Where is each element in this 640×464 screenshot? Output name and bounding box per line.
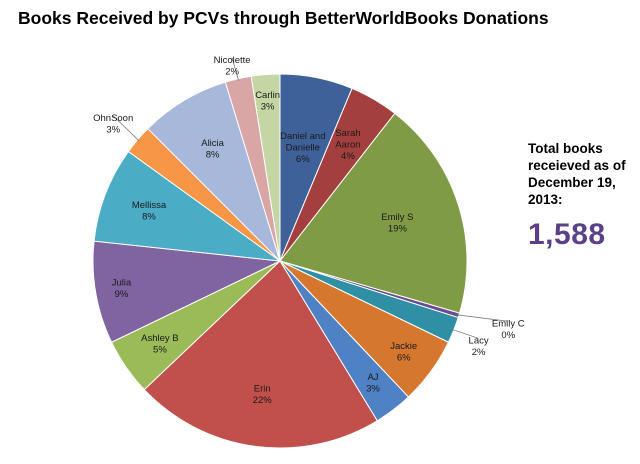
chart-title: Books Received by PCVs through BetterWor…	[18, 8, 549, 28]
slice-label-emily-c: Emily C 0%	[492, 319, 525, 342]
slice-percent-carlin: 3%	[261, 101, 275, 112]
slice-julia	[92, 240, 282, 343]
slice-name-daniel-and-danielle: Danielle	[286, 142, 320, 153]
slice-label-erin: Erin 22%	[253, 384, 273, 407]
slice-percent-alicia: 8%	[206, 150, 220, 161]
slice-label-lacy: Lacy 2%	[469, 336, 489, 359]
slice-name-mellissa: Mellissa	[132, 200, 167, 211]
total-books-note: Total books receieved as of December 19,…	[528, 141, 626, 207]
slice-percent-daniel-and-danielle: 6%	[296, 154, 310, 165]
slice-percent-aj: 3%	[366, 384, 380, 395]
slice-name-ohnsoon: OhnSoon	[93, 113, 133, 124]
slice-name-carlin: Carlin	[255, 90, 280, 101]
slice-emily-s	[279, 112, 468, 314]
total-books-value: 1,588	[528, 218, 606, 251]
leader-line-emily-c	[457, 314, 509, 322]
slice-name-sarah-aaron: Aaron	[335, 140, 360, 151]
slice-percent-mellissa: 8%	[142, 212, 156, 223]
slice-name-julia: Julia	[112, 278, 132, 289]
leader-line-ohnsoon	[112, 115, 140, 142]
slice-mellissa	[93, 150, 282, 262]
slice-carlin	[250, 73, 281, 262]
slice-percent-sarah-aaron: 4%	[341, 151, 355, 162]
slice-percent-jackie: 6%	[397, 352, 411, 363]
slice-percent-nicolette: 2%	[225, 66, 239, 77]
slice-percent-julia: 9%	[115, 289, 129, 300]
slice-label-emily-s: Emily S 19%	[381, 212, 413, 235]
slice-label-alicia: Alicia 8%	[201, 138, 224, 161]
slice-erin	[143, 260, 378, 449]
slice-percent-erin: 22%	[253, 395, 273, 406]
slice-percent-ohnsoon: 3%	[106, 125, 120, 136]
slice-name-jackie: Jackie	[390, 341, 417, 352]
slice-percent-lacy: 2%	[472, 347, 486, 358]
slice-label-carlin: Carlin 3%	[255, 90, 280, 113]
slice-name-lacy: Lacy	[469, 336, 489, 347]
slice-label-jackie: Jackie 6%	[390, 341, 417, 364]
slice-label-nicolette: Nicolette 2%	[214, 55, 251, 78]
slice-name-ashley-b: Ashley B	[141, 333, 179, 344]
slice-label-sarah-aaron: Sarah Aaron 4%	[335, 128, 360, 162]
slice-label-daniel-and-danielle: Daniel and Danielle 6%	[280, 131, 325, 165]
slice-name-nicolette: Nicolette	[214, 55, 251, 66]
slice-label-julia: Julia 9%	[112, 278, 132, 301]
slice-alicia	[147, 81, 281, 262]
slice-name-emily-c: Emily C	[492, 319, 525, 330]
slice-label-mellissa: Mellissa 8%	[132, 200, 167, 223]
slice-name-emily-s: Emily S	[381, 212, 413, 223]
leader-lines	[112, 57, 509, 339]
slice-label-ashley-b: Ashley B 5%	[141, 333, 179, 356]
slice-label-aj: AJ 3%	[366, 372, 380, 395]
slice-name-daniel-and-danielle: Daniel and	[280, 131, 325, 142]
slice-name-erin: Erin	[254, 384, 271, 395]
slice-name-sarah-aaron: Sarah	[335, 128, 360, 139]
pie-slices	[92, 73, 468, 449]
slice-percent-emily-s: 19%	[388, 224, 408, 235]
slice-percent-emily-c: 0%	[501, 330, 515, 341]
slice-name-aj: AJ	[367, 372, 378, 383]
leader-line-lacy	[451, 329, 479, 339]
slice-percent-ashley-b: 5%	[153, 345, 167, 356]
leader-line-nicolette	[231, 57, 239, 81]
slice-name-alicia: Alicia	[201, 138, 224, 149]
slice-label-ohnsoon: OhnSoon 3%	[93, 113, 133, 136]
